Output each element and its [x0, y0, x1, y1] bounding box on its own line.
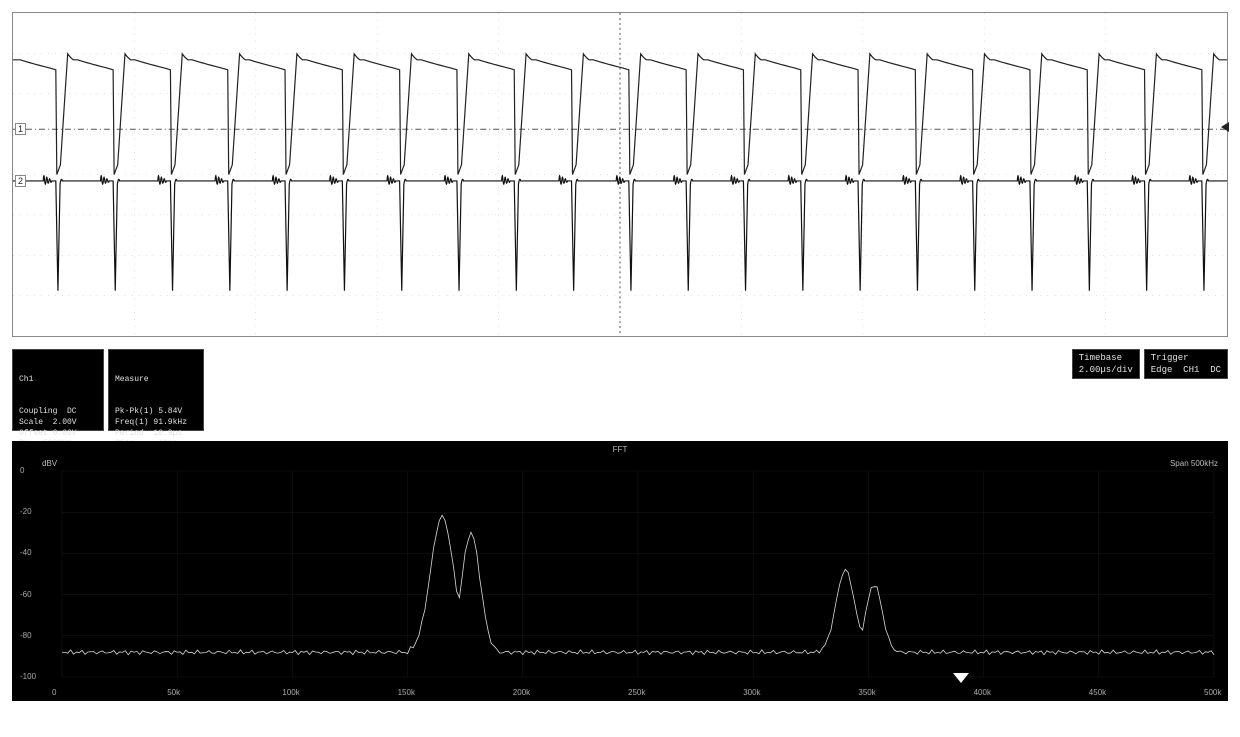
timebase-box[interactable]: Timebase 2.00µs/div [1072, 349, 1140, 379]
fft-panel[interactable]: FFT dBV Span 500kHz 0 -20 -40 -60 -80 -100 0 5… [12, 441, 1228, 701]
fft-xtick: 450k [1089, 688, 1106, 697]
fft-xtick: 500k [1204, 688, 1221, 697]
fft-xtick: 0 [52, 688, 56, 697]
box-value: Edge CH1 DC [1151, 364, 1221, 376]
box-title: Ch1 [19, 375, 97, 386]
fft-xtick: 150k [398, 688, 415, 697]
box-title: Timebase [1079, 352, 1133, 364]
ch1-label: 1 [15, 123, 26, 135]
box-title: Measure [115, 375, 197, 386]
readout-row: Ch1 Coupling DC Scale 2.00V Offset 0.00V… [12, 349, 1228, 437]
fft-xtick: 250k [628, 688, 645, 697]
fft-xtick: 50k [167, 688, 180, 697]
fft-ytick: -60 [20, 590, 32, 599]
fft-svg [12, 441, 1228, 701]
ch2-label: 2 [15, 175, 26, 187]
fft-ytick: -100 [20, 672, 36, 681]
fft-cursor-marker[interactable] [953, 673, 969, 683]
measure-info-box[interactable]: Measure Pk-Pk(1) 5.84V Freq(1) 91.9kHz P… [108, 349, 204, 431]
channel-info-box[interactable]: Ch1 Coupling DC Scale 2.00V Offset 0.00V… [12, 349, 104, 431]
fft-xtick: 200k [513, 688, 530, 697]
fft-ytick: -80 [20, 631, 32, 640]
fft-ytick: 0 [20, 466, 24, 475]
box-title: Trigger [1151, 352, 1221, 364]
trigger-box[interactable]: Trigger Edge CH1 DC [1144, 349, 1228, 379]
fft-title: FFT [613, 445, 628, 454]
fft-y-unit: dBV [42, 459, 57, 468]
fft-xtick: 350k [858, 688, 875, 697]
fft-span-label: Span 500kHz [1170, 459, 1218, 468]
fft-xtick: 100k [282, 688, 299, 697]
box-value: 2.00µs/div [1079, 364, 1133, 376]
trigger-level-marker[interactable] [1221, 122, 1229, 132]
fft-xtick: 300k [743, 688, 760, 697]
fft-ytick: -40 [20, 548, 32, 557]
oscilloscope-waveform-display[interactable]: 1 2 [12, 12, 1228, 337]
scope-svg [13, 13, 1227, 336]
fft-xtick: 400k [974, 688, 991, 697]
fft-ytick: -20 [20, 507, 32, 516]
